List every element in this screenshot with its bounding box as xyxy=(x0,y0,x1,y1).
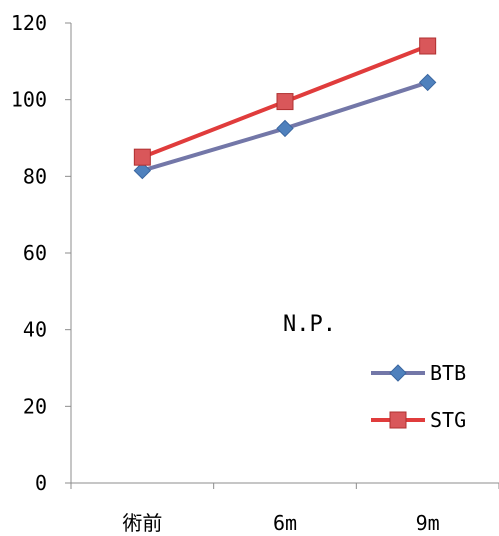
series-stg xyxy=(133,37,437,166)
x-tick-label: 9m xyxy=(416,511,440,535)
chart-axes: 0 20 40 60 80 100 120 術前 6m 9m xyxy=(11,11,499,535)
chart-annotation: N.P. xyxy=(283,312,336,337)
y-tick-label: 60 xyxy=(23,241,47,265)
data-point-marker xyxy=(389,364,407,382)
data-point-marker xyxy=(276,93,294,111)
legend-item-stg: STG xyxy=(371,408,466,432)
legend-item-btb: BTB xyxy=(371,361,466,385)
x-tick-label: 術前 xyxy=(122,511,162,535)
chart-legend: BTB STG xyxy=(371,361,466,432)
data-point-marker xyxy=(133,161,152,180)
data-point-marker xyxy=(276,119,294,138)
y-tick-label: 120 xyxy=(11,11,47,35)
legend-label: BTB xyxy=(430,361,466,385)
y-tick-label: 40 xyxy=(23,318,47,342)
y-tick-label: 0 xyxy=(35,471,47,495)
series-btb xyxy=(133,73,437,180)
data-point-marker xyxy=(133,148,151,166)
y-tick-label: 80 xyxy=(23,164,47,188)
data-point-marker xyxy=(418,73,437,92)
x-tick-label: 6m xyxy=(273,511,297,535)
y-tick-label: 100 xyxy=(11,88,47,112)
legend-label: STG xyxy=(430,408,466,432)
y-tick-label: 20 xyxy=(23,394,47,418)
data-point-marker xyxy=(419,37,437,55)
data-point-marker xyxy=(389,411,407,429)
chart-series-layer xyxy=(133,37,437,180)
